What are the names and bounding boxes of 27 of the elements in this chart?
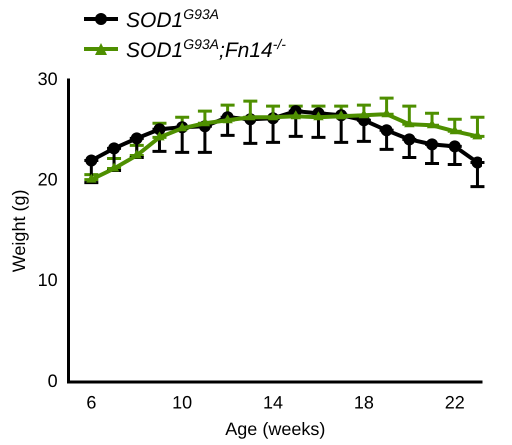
point	[85, 154, 98, 166]
y-tick-label: 20	[38, 170, 58, 190]
y-tick-label: 30	[38, 68, 58, 89]
legend-label: SOD1$^{G93A}$	[126, 6, 219, 32]
point	[448, 140, 461, 152]
point	[153, 123, 166, 136]
legend-label: SOD1$^{G93A}$;Fn14$^{-/-}$	[126, 36, 286, 62]
point	[403, 133, 416, 146]
point	[313, 111, 324, 120]
point	[380, 124, 393, 136]
x-tick-label: 18	[354, 392, 374, 413]
point	[290, 110, 301, 120]
y-axis-title: Weight (g)	[8, 190, 29, 272]
point	[471, 156, 482, 168]
point	[268, 111, 278, 120]
point	[426, 138, 438, 150]
x-tick-label: 22	[444, 392, 465, 413]
point	[130, 132, 143, 144]
x-axis-title: Age (weeks)	[225, 419, 326, 440]
x-tick-label: 14	[263, 392, 284, 413]
point	[86, 174, 97, 183]
y-tick-label: 10	[38, 270, 58, 290]
x-tick-label: 10	[172, 392, 192, 413]
y-tick-label: 0	[48, 370, 58, 391]
x-tick-label: 6	[86, 392, 96, 413]
point	[108, 142, 120, 154]
point	[222, 114, 233, 124]
